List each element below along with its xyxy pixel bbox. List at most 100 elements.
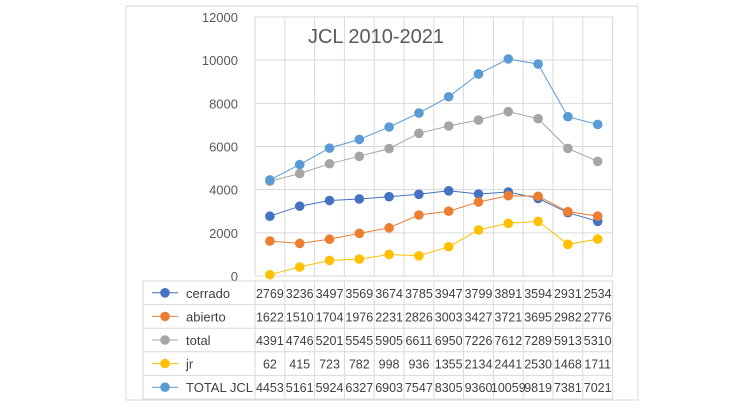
legend-label: jr (185, 357, 194, 372)
y-tick-label: 4000 (209, 183, 238, 198)
table-cell-value: 2134 (465, 358, 493, 372)
table-cell-value: 3695 (524, 310, 552, 324)
table-cell-value: 415 (289, 358, 310, 372)
legend-key-marker (160, 335, 170, 345)
table-cell-value: 3799 (465, 287, 493, 301)
data-point (592, 119, 603, 130)
series-line (269, 220, 598, 276)
data-point (384, 249, 394, 260)
table-cell-value: 2982 (554, 310, 582, 324)
table-cell-value: 62 (263, 358, 277, 372)
table-cell-value: 3497 (316, 287, 344, 301)
data-point (384, 223, 394, 233)
data-point (354, 254, 365, 264)
table-cell-value: 3785 (405, 287, 433, 301)
data-point (354, 151, 365, 162)
table-cell-value: 2826 (405, 310, 433, 324)
table-cell-value: 4746 (286, 334, 314, 348)
table-cell-value: 1711 (584, 358, 611, 372)
data-point (533, 113, 543, 124)
data-point (354, 228, 365, 239)
table-cell-value: 1510 (286, 310, 314, 324)
table-cell-value: 1622 (256, 310, 284, 324)
table-cell-value: 6950 (435, 334, 463, 348)
legend-label: total (186, 333, 211, 348)
table-cell-value: 1704 (316, 310, 344, 324)
data-point (414, 108, 424, 118)
table-cell-value: 3721 (494, 310, 522, 324)
table-cell-value: 3891 (494, 287, 522, 301)
table-cell-value: 7547 (405, 381, 433, 395)
table-cell-value: 3569 (345, 287, 373, 301)
table-cell-value: 1355 (435, 358, 463, 372)
table-cell-value: 2441 (494, 358, 522, 372)
y-tick-label: 8000 (209, 96, 238, 111)
table-cell-value: 7226 (465, 334, 493, 348)
data-point (294, 238, 305, 249)
data-point (294, 159, 305, 170)
table-cell-value: 2530 (524, 358, 552, 372)
data-point (443, 206, 454, 216)
data-point (324, 158, 335, 169)
y-tick-label: 6000 (209, 140, 238, 155)
table-cell-value: 3594 (524, 287, 552, 301)
data-point (265, 236, 275, 246)
table-cell-value: 2534 (584, 287, 612, 301)
table-cell-value: 7021 (584, 381, 612, 395)
data-point (384, 143, 394, 154)
table-cell-value: 5905 (375, 334, 403, 348)
table-cell-value: 9360 (465, 381, 493, 395)
table-cell-value: 7612 (494, 334, 522, 348)
table-cell-value: 6611 (405, 334, 432, 348)
chart-title: JCL 2010-2021 (308, 26, 444, 48)
table-cell-value: 2776 (584, 310, 612, 324)
data-point (592, 211, 603, 221)
data-point (592, 234, 603, 244)
legend-label: cerrado (186, 286, 230, 301)
table-cell-value: 6327 (345, 381, 373, 395)
data-point (324, 234, 335, 245)
data-point (384, 122, 394, 132)
table-cell-value: 998 (379, 358, 400, 372)
data-point (473, 225, 484, 235)
data-point (414, 128, 424, 139)
data-point (354, 194, 365, 204)
data-point (294, 262, 305, 272)
data-point (294, 201, 305, 211)
data-point (533, 191, 543, 202)
data-point (443, 241, 454, 252)
legend-label: TOTAL JCL (186, 380, 253, 395)
table-cell-value: 4391 (256, 334, 284, 348)
table-cell-value: 10059 (491, 381, 526, 395)
legend-key-marker (160, 382, 170, 393)
data-point (443, 91, 454, 102)
table-cell-value: 3236 (286, 287, 314, 301)
table-cell-value: 5201 (316, 334, 344, 348)
data-point (294, 168, 305, 179)
data-point (473, 197, 484, 207)
legend-key-marker (160, 288, 170, 298)
table-cell-value: 7381 (554, 381, 582, 395)
y-tick-label: 2000 (209, 226, 238, 241)
data-point (324, 195, 335, 206)
data-point (503, 54, 514, 64)
data-table: cerrado 2769 3236 3497 3569 3674 3785 3947 3799 3… (142, 280, 614, 400)
table-cell-value: 1976 (345, 310, 373, 324)
table-cell-value: 6903 (375, 381, 403, 395)
series-line (269, 190, 598, 222)
data-point (443, 186, 454, 196)
data-point (503, 218, 514, 229)
table-cell-value: 5913 (554, 334, 582, 348)
y-tick-label: 12000 (202, 10, 238, 25)
data-point (443, 121, 454, 131)
data-point (563, 111, 573, 122)
data-point (414, 189, 424, 200)
table-cell-value: 2769 (256, 287, 284, 301)
data-point (414, 250, 424, 261)
table-cell-value: 5310 (584, 334, 612, 348)
data-point (324, 143, 335, 153)
data-point (324, 255, 335, 266)
table-cell-value: 3003 (435, 310, 463, 324)
data-point (563, 239, 573, 250)
